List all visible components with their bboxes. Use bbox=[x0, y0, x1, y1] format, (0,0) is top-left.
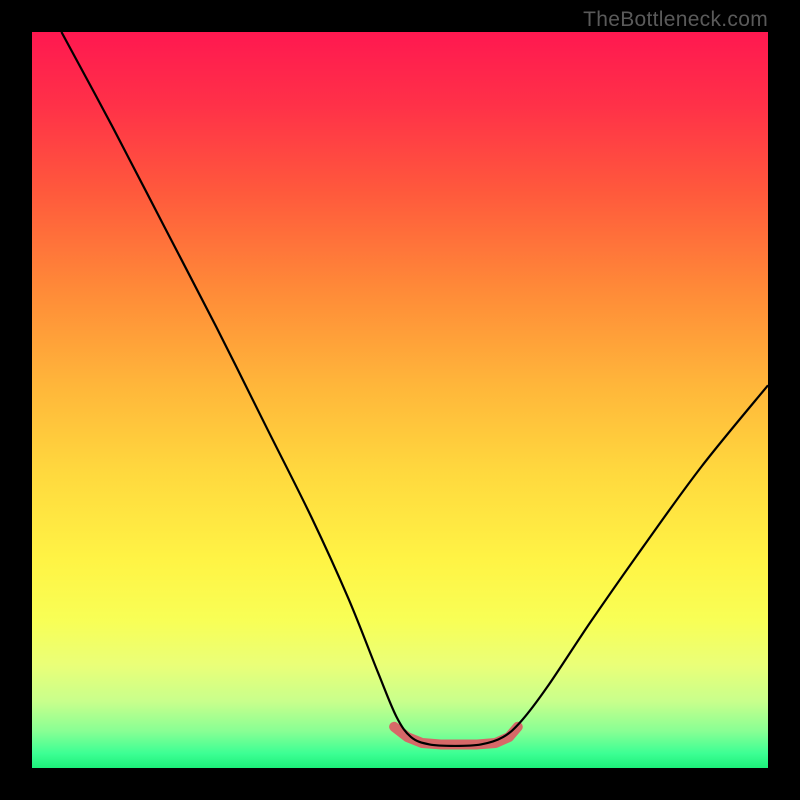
chart-curves-layer bbox=[32, 32, 768, 768]
bottleneck-chart bbox=[32, 32, 768, 768]
optimal-range-highlight bbox=[394, 727, 518, 745]
bottleneck-curve-line bbox=[61, 32, 768, 746]
watermark-text: TheBottleneck.com bbox=[583, 8, 768, 32]
